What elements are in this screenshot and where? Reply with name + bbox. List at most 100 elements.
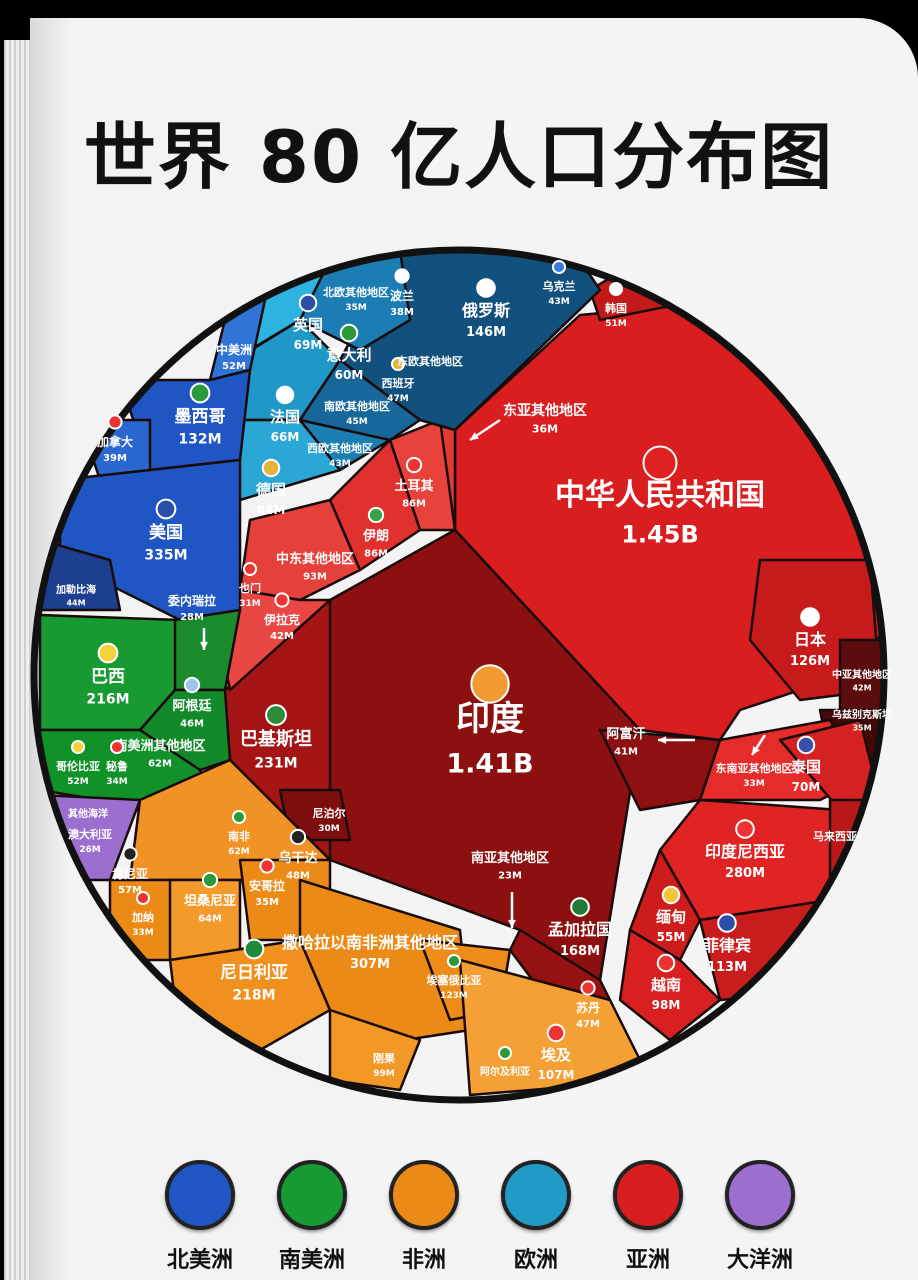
tanzania-label: 坦桑尼亚	[184, 893, 236, 909]
congo-value: 99M	[373, 1069, 395, 1079]
myanmar-value: 55M	[657, 930, 686, 944]
se-asia-other-label: 东南亚其他地区	[716, 761, 793, 775]
chart-labels: 中华人民共和国 1.45B 印度 1.41B 巴基斯坦 231M 孟加拉国 168M 日本 126…	[55, 259, 892, 1082]
vietnam-value: 98M	[652, 998, 681, 1012]
central-asia-other-label: 中亚其他地区	[832, 668, 892, 681]
tanzania-flag-icon	[201, 871, 219, 889]
cell-south-africa	[328, 1008, 422, 1092]
afghanistan-label: 阿富汗	[606, 726, 645, 742]
vietnam-label: 越南	[650, 976, 681, 994]
south-europe-other-label: 南欧其他地区	[324, 399, 390, 413]
sudan-label: 苏丹	[576, 1000, 600, 1015]
legend-item-asia: 亚洲	[598, 1160, 698, 1274]
south-korea-value: 51M	[605, 319, 627, 329]
iraq-value: 42M	[270, 631, 294, 642]
china-value: 1.45B	[621, 521, 699, 549]
legend-swatch-africa	[389, 1160, 459, 1230]
central-asia-other-value: 42M	[852, 684, 871, 693]
uk-label: 英国	[293, 316, 323, 334]
other-oceans-label: 其他海洋	[68, 807, 108, 820]
iran-label: 伊朗	[362, 528, 389, 544]
uganda-flag-icon	[289, 828, 307, 846]
legend-label-africa: 非洲	[401, 1248, 446, 1273]
iran-flag-icon	[367, 506, 385, 524]
legend-item-europe: 欧洲	[486, 1160, 586, 1274]
russia-value: 146M	[466, 325, 506, 340]
se-asia-other-value: 33M	[743, 779, 765, 789]
philippines-value: 113M	[707, 960, 747, 975]
brazil-flag-icon	[97, 642, 119, 664]
legend-label-south-america: 南美洲	[278, 1248, 345, 1273]
nepal-label: 尼泊尔	[313, 806, 346, 820]
legend-item-north-america: 北美洲	[150, 1160, 250, 1274]
peru-value: 34M	[106, 777, 128, 787]
ukraine-value: 43M	[548, 297, 570, 307]
nigeria-label: 尼日利亚	[220, 962, 288, 983]
north-europe-other-value: 35M	[345, 303, 367, 313]
cell-argentina	[138, 688, 232, 772]
iran-value: 86M	[364, 548, 388, 559]
caribbean-value: 44M	[66, 599, 85, 608]
indonesia-value: 280M	[725, 866, 765, 881]
south-africa-label: 南非	[228, 829, 250, 843]
usa-label: 美国	[149, 522, 183, 543]
ethiopia-flag-icon	[446, 953, 462, 969]
subsaharan-other-value: 307M	[350, 957, 390, 972]
germany-label: 德国	[256, 481, 286, 499]
peru-label: 秘鲁	[106, 759, 128, 773]
poland-flag-icon	[394, 268, 410, 284]
egypt-label: 埃及	[541, 1046, 572, 1064]
india-flag-icon	[470, 664, 510, 704]
algeria-label: 阿尔及利亚	[480, 1065, 530, 1078]
uganda-label: 乌干达	[278, 850, 317, 866]
myanmar-label: 缅甸	[656, 908, 686, 926]
sudan-value: 47M	[576, 1019, 600, 1030]
poland-label: 波兰	[390, 288, 414, 303]
russia-flag-icon	[476, 278, 496, 298]
yemen-value: 31M	[239, 599, 261, 609]
bangladesh-label: 孟加拉国	[548, 920, 612, 939]
subsaharan-other-label: 撒哈拉以南非洲其他地区	[282, 933, 458, 952]
chart-outline	[30, 246, 888, 1104]
china-label: 中华人民共和国	[555, 478, 765, 513]
legend-label-asia: 亚洲	[625, 1248, 670, 1273]
mexico-value: 132M	[178, 431, 221, 447]
south-africa-flag-icon	[231, 809, 247, 825]
south-asia-other-label: 南亚其他地区	[471, 850, 549, 866]
page-title: 世界 80 亿人口分布图	[83, 115, 835, 199]
south-africa-value: 62M	[228, 847, 250, 857]
continent-legend: 北美洲 南美洲 非洲 欧洲 亚洲 大洋洲	[150, 1160, 810, 1274]
nigeria-flag-icon	[243, 938, 265, 960]
india-value: 1.41B	[446, 749, 533, 780]
arrow-afghanistan-head	[658, 736, 667, 744]
australia-label: 澳大利亚	[68, 827, 112, 841]
legend-swatch-europe	[501, 1160, 571, 1230]
japan-label: 日本	[794, 630, 826, 649]
argentina-flag-icon	[183, 676, 201, 694]
south-korea-label: 韩国	[605, 301, 627, 315]
tanzania-value: 64M	[198, 913, 222, 924]
thailand-value: 70M	[792, 780, 821, 794]
bangladesh-value: 168M	[560, 944, 600, 959]
turkey-value: 86M	[402, 498, 426, 509]
italy-label: 意大利	[326, 346, 371, 364]
arrow-venezuela-head	[200, 641, 208, 650]
south-america-other-value: 62M	[148, 758, 172, 769]
uzbekistan-label: 乌兹别克斯坦	[832, 708, 892, 721]
uganda-value: 48M	[286, 870, 310, 881]
italy-flag-icon	[339, 323, 359, 343]
legend-label-europe: 欧洲	[513, 1248, 558, 1273]
caribbean-label: 加勒比海	[55, 583, 96, 596]
kenya-label: 肯尼亚	[112, 866, 148, 881]
usa-flag-icon	[155, 498, 177, 520]
central-america-label: 中美洲	[216, 342, 252, 357]
canada-flag-icon	[107, 414, 123, 430]
angola-value: 35M	[255, 897, 279, 908]
egypt-value: 107M	[538, 1068, 575, 1082]
legend-item-africa: 非洲	[374, 1160, 474, 1274]
pakistan-flag-icon	[265, 704, 287, 726]
congo-label: 刚果	[373, 1051, 395, 1065]
pakistan-value: 231M	[254, 756, 297, 772]
uzbekistan-value: 35M	[852, 724, 871, 733]
